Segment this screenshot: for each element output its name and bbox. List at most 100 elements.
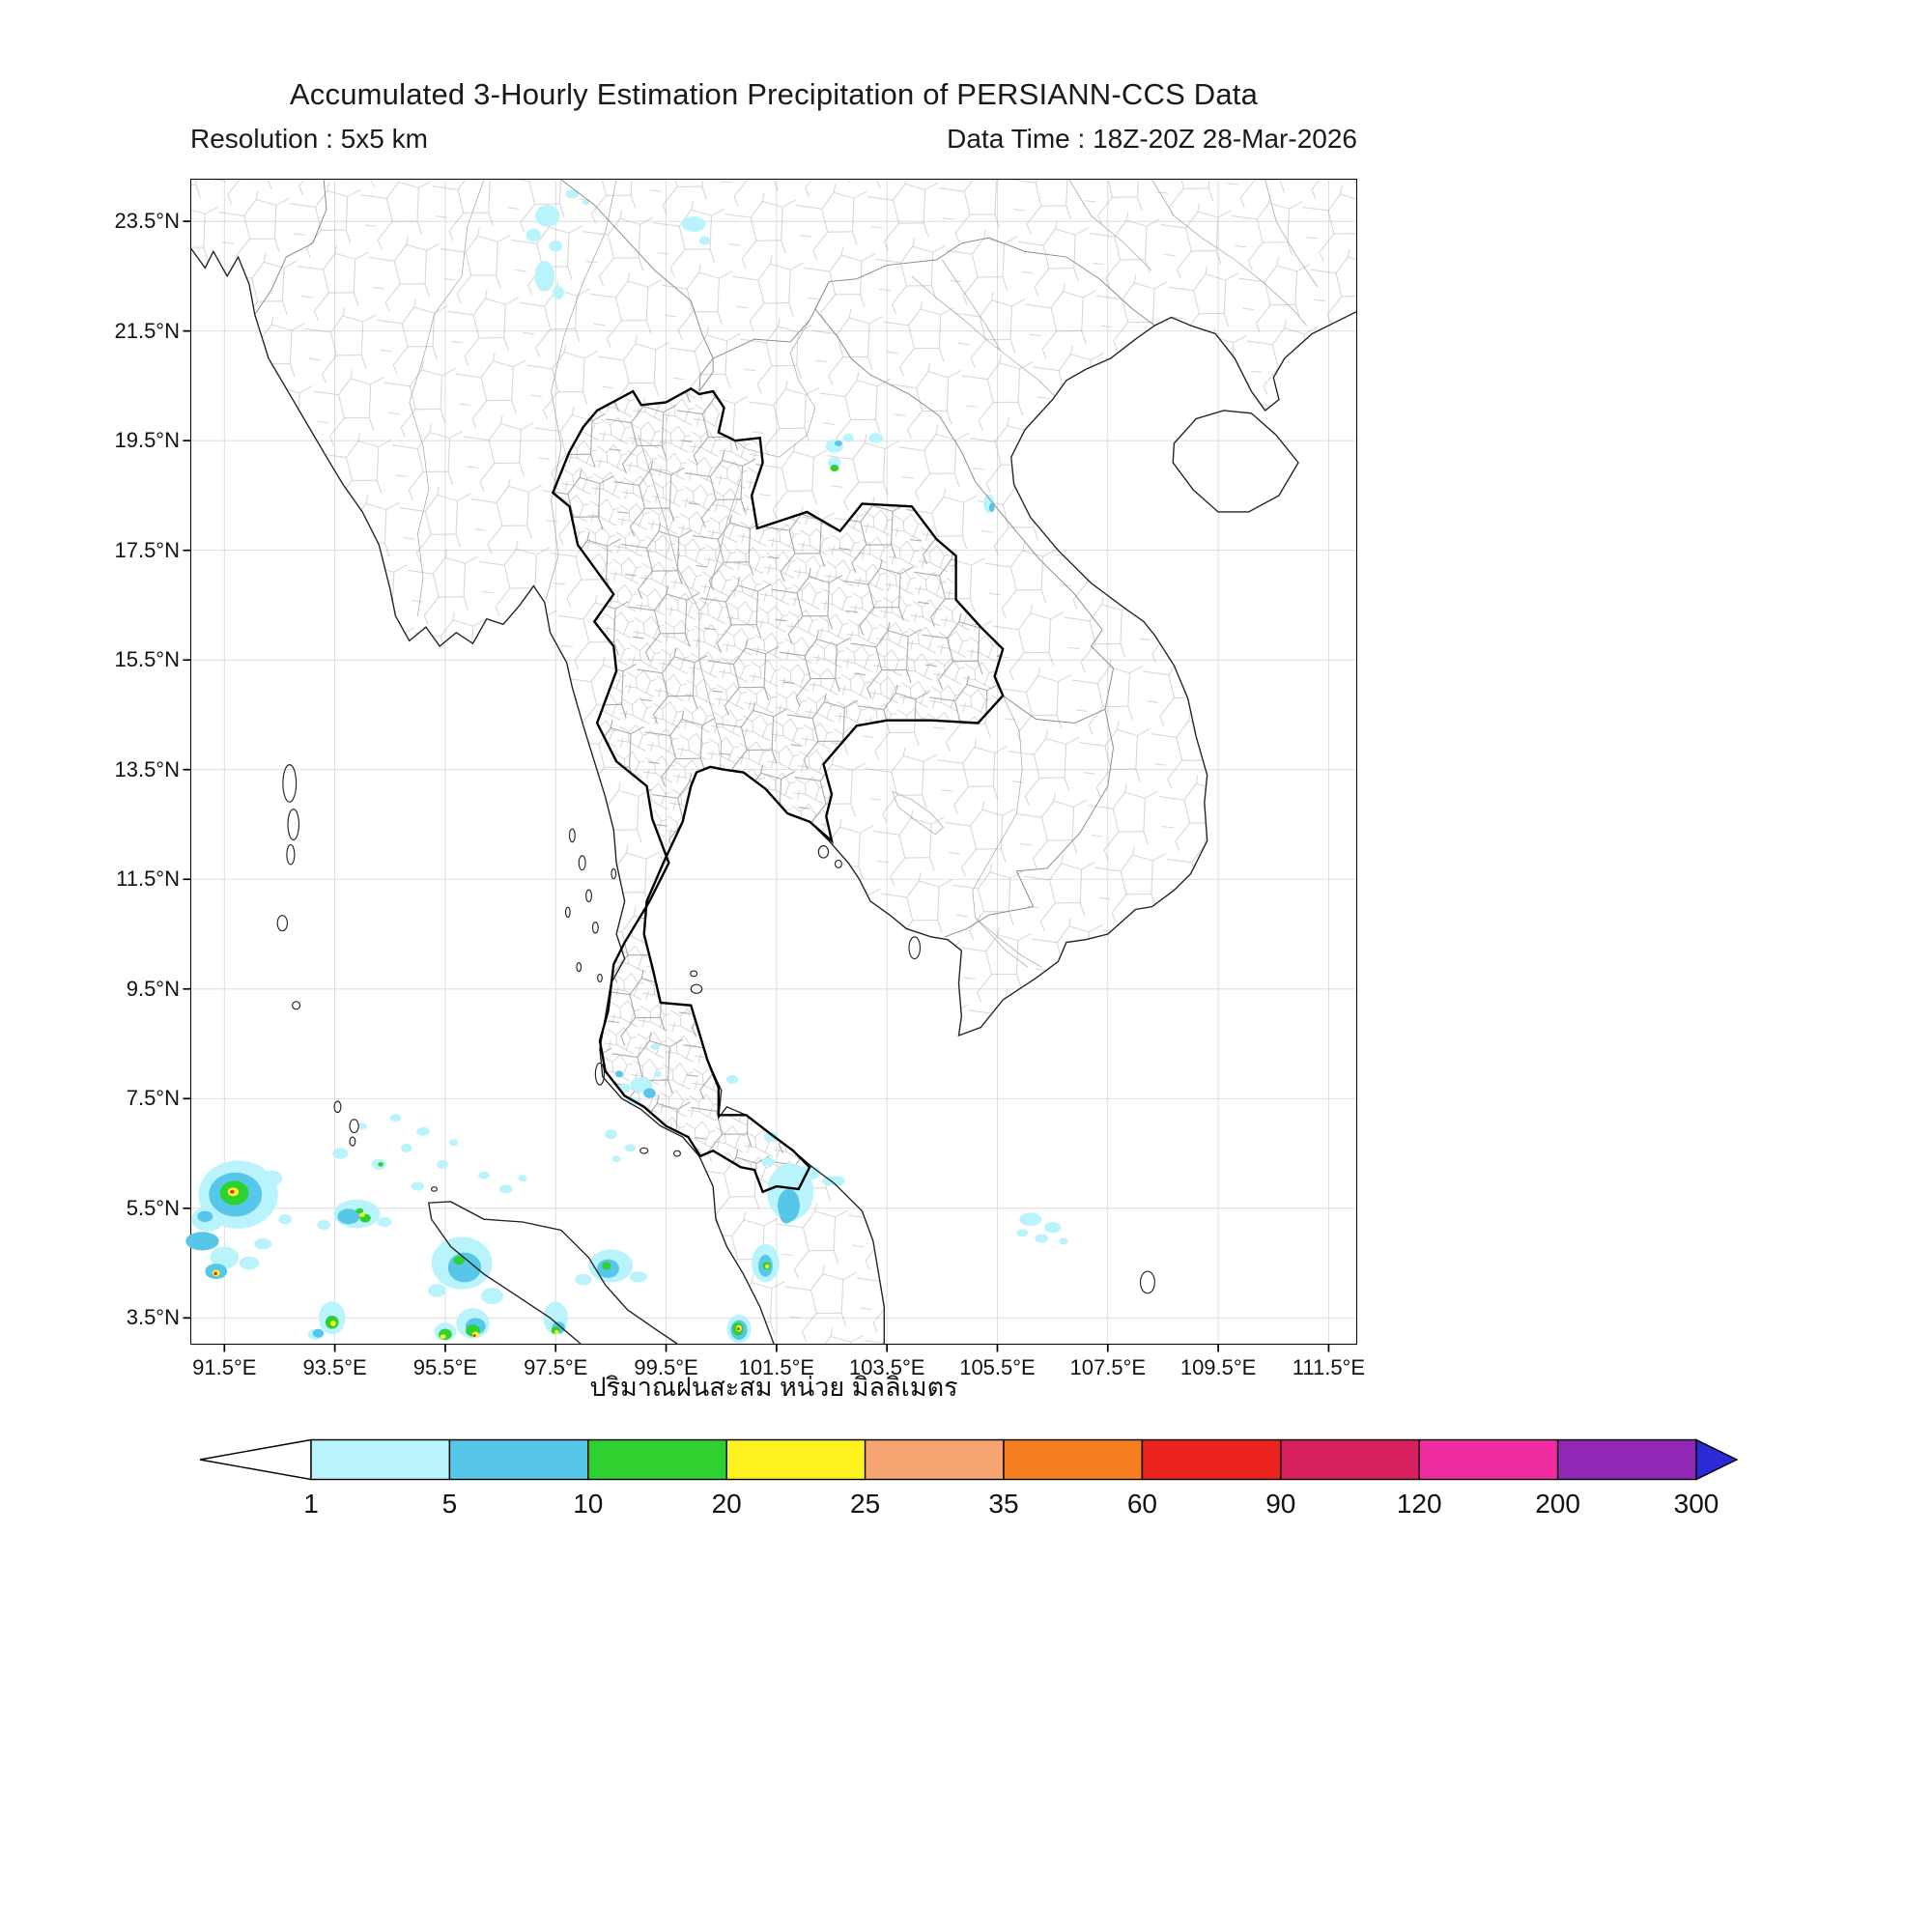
river-bassac [975,917,1029,968]
colorbar-segment [1556,1438,1697,1481]
precip-cell-1mm [428,1284,446,1297]
island-phangan [690,970,698,978]
precip-cell-1mm [650,1042,660,1050]
y-tick-label: 3.5°N [126,1305,180,1330]
colorbar-segment [448,1438,589,1481]
colorbar-tick-label: 300 [1673,1489,1719,1519]
precip-cell-1mm [437,1159,448,1169]
colorbar-tick-label: 120 [1396,1489,1442,1519]
colorbar-segment [1141,1438,1282,1481]
coastline-bay-of-bengal-andaman [190,248,775,1345]
x-tick-label: 93.5°E [302,1355,367,1379]
precip-cell-60mm [213,1271,217,1276]
coastline-hainan [1172,410,1299,513]
island-tarutao [639,1147,649,1154]
y-tick-label: 17.5°N [114,537,180,562]
precip-cell-1mm [260,1170,283,1186]
precip-cell-20mm [440,1334,446,1339]
thailand-border-bold [551,386,1005,1194]
page-title: Accumulated 3-Hourly Estimation Precipit… [289,77,1259,111]
precip-cell-1mm [478,1171,490,1179]
precip-cell-1mm [605,1129,617,1140]
precip-cell-5mm [312,1328,325,1338]
precip-cell-1mm [681,216,706,232]
x-tick-label: 91.5°E [192,1355,257,1379]
precip-cell-5mm [780,1206,794,1224]
precip-cell-1mm [549,241,563,252]
island-natuna [1139,1270,1155,1294]
precip-cell-1mm [411,1181,425,1191]
colorbar: 1 5 10 20 25 35 60 90 120 200 300 [198,1438,1739,1519]
island-samui [690,983,703,994]
y-tick-label: 7.5°N [126,1086,180,1111]
axis-tick-marks [183,220,1330,1352]
precip-cell-1mm [278,1214,293,1225]
precip-cell-1mm [553,286,564,299]
island-mergui-8 [611,867,617,880]
x-tick-label: 109.5°E [1179,1355,1257,1379]
precip-cell-1mm [481,1288,503,1305]
y-tick-label: 5.5°N [126,1195,180,1220]
rivers [409,179,1319,968]
precip-cell-1mm [575,1273,592,1286]
island-phuket [594,1062,606,1086]
precip-cell-1mm [725,1074,739,1084]
island-andaman-south [286,843,296,866]
precip-cell-1mm [842,433,854,442]
precip-cell-60mm [230,1189,235,1194]
x-tick-label: 103.5°E [848,1355,925,1379]
island-mergui-1 [568,828,576,843]
island-andaman-middle [287,809,300,840]
precip-cell-5mm [834,440,842,446]
precip-cell-10mm [602,1262,611,1270]
precip-cell-1mm [1044,1221,1062,1234]
colorbar-tick-label: 35 [988,1489,1019,1519]
precip-cell-1mm [629,1271,648,1283]
colorbar-segment [310,1438,451,1481]
river-irrawaddy [409,179,485,616]
colorbar-segment [1418,1438,1559,1481]
coastline-sumatra [427,1201,678,1345]
precip-cell-20mm [471,1331,479,1338]
precip-cell-20mm [359,1212,365,1217]
precipitation-map [183,179,1357,1352]
precip-cell-1mm [210,1246,240,1269]
y-tick-label: 11.5°N [116,867,180,892]
precip-cell-10mm [453,1256,465,1265]
precip-cell-1mm [317,1219,331,1230]
precip-cell-1mm [357,1122,367,1130]
precip-cell-1mm [828,457,841,469]
island-little-andaman [276,915,289,932]
precip-cell-1mm [448,1139,459,1147]
precip-cell-5mm [614,1070,623,1078]
precip-cell-5mm [643,1088,656,1098]
island-koh-chang [817,845,830,859]
island-langkawi [672,1150,681,1157]
island-weh [431,1186,438,1192]
precip-cell-5mm [988,502,995,512]
map-frame: 91.5°E 93.5°E 95.5°E 97.5°E 99.5°E 101.5°E 103… [114,179,1365,1379]
precip-cell-1mm [698,236,711,245]
river-red-tributary [942,259,1001,351]
island-great-nicobar [349,1119,359,1134]
colorbar-segment [725,1438,867,1481]
border-laos-vietnam [814,281,1115,710]
island-koh-kut [834,859,842,868]
precip-cell-20mm [765,1264,770,1268]
x-tick-label: 105.5°E [959,1355,1036,1379]
colorbar-tick-label: 90 [1265,1489,1296,1519]
precip-cell-20mm [554,1329,559,1335]
precip-cell-1mm [565,189,580,199]
precip-cell-10mm [355,1208,364,1214]
precip-cell-1mm [1019,1212,1042,1226]
precip-cell-1mm [389,1114,402,1122]
precip-cell-20mm [330,1321,336,1326]
data-time-label: Data Time : 18Z-20Z 28-Mar-2026 [947,124,1357,154]
y-tick-label: 13.5°N [114,756,180,781]
river-china-1 [1151,179,1307,327]
colorbar-over-arrow [1695,1438,1739,1481]
y-tick-label: 15.5°N [114,647,180,672]
colorbar-segment [864,1438,1005,1481]
precip-cell-1mm [239,1256,260,1270]
precip-cell-5mm [197,1210,213,1222]
